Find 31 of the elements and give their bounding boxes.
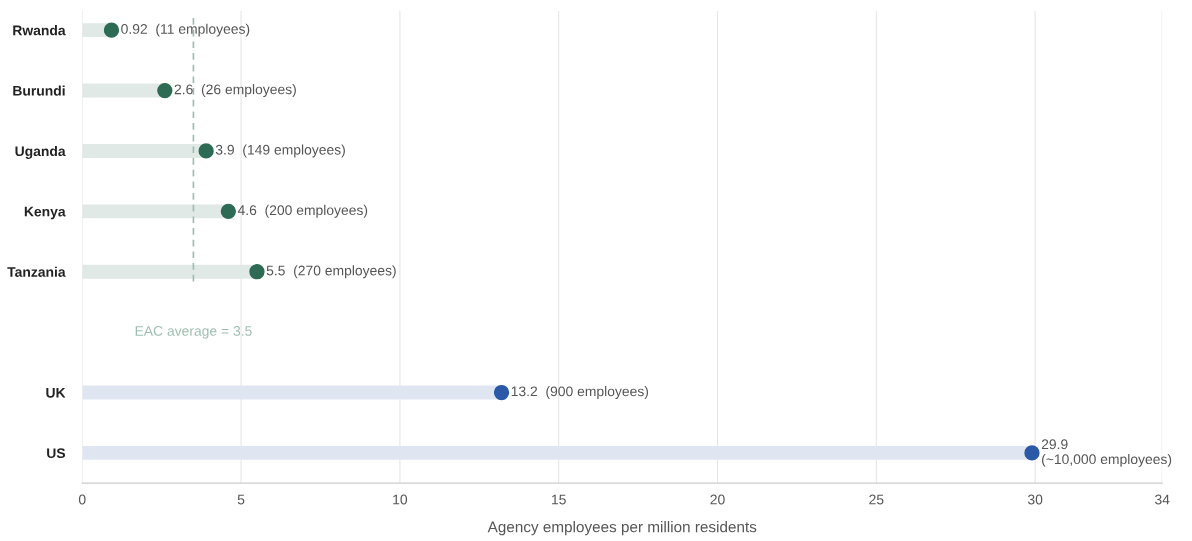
- point: [1024, 445, 1040, 461]
- data-label: 3.9 (149 employees): [215, 144, 345, 158]
- x-tick-label: 20: [710, 494, 725, 505]
- data-label: 29.9 (~10,000 employees): [1041, 439, 1172, 467]
- x-tick-label: 5: [237, 494, 245, 505]
- point: [103, 22, 120, 38]
- data-label: 4.6 (200 employees): [237, 204, 368, 218]
- x-tick-label: 34: [1155, 494, 1170, 505]
- data-label: 5.5 (270 employees): [266, 265, 396, 279]
- y-tick-label: Rwanda: [13, 25, 66, 36]
- x-tick-label: 30: [1027, 494, 1043, 505]
- data-label: 2.6 (26 employees): [174, 84, 296, 98]
- point: [198, 143, 214, 159]
- y-tick-label: Tanzania: [7, 266, 66, 277]
- x-tick-label: 15: [552, 494, 566, 505]
- data-label: 13.2 (900 employees): [511, 386, 649, 399]
- point: [493, 384, 510, 401]
- point: [249, 264, 265, 280]
- ref-line-label: EAC average = 3.5: [135, 326, 252, 339]
- data-label: 0.92 (11 employees): [121, 23, 250, 37]
- y-tick-label: UK: [46, 388, 66, 398]
- y-tick-label: Kenya: [24, 206, 66, 220]
- x-tick-label: 0: [78, 494, 86, 505]
- point: [157, 82, 173, 99]
- x-tick-label: 10: [393, 494, 408, 505]
- y-tick-label: US: [47, 448, 66, 459]
- y-tick-label: Burundi: [13, 85, 65, 96]
- point: [220, 203, 236, 219]
- x-tick-label: 25: [869, 494, 884, 505]
- x-axis-title: Agency employees per million residents: [487, 521, 757, 536]
- y-tick-label: Uganda: [15, 145, 66, 159]
